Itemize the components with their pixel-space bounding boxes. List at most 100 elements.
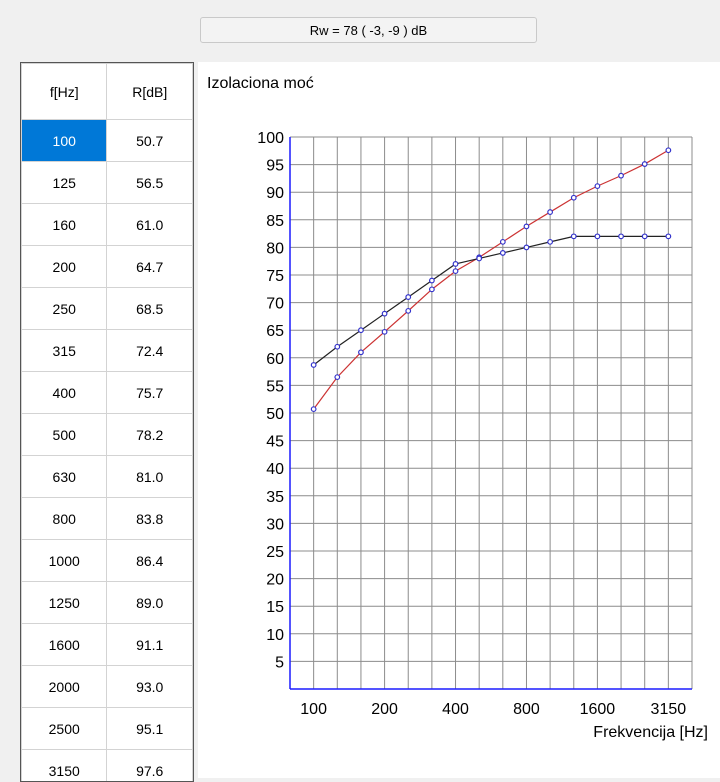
data-point bbox=[524, 224, 529, 229]
y-tick-label: 15 bbox=[266, 599, 284, 616]
data-point bbox=[311, 363, 316, 368]
rw-result-box: Rw = 78 ( -3, -9 ) dB bbox=[200, 17, 537, 43]
cell-frequency[interactable]: 800 bbox=[22, 498, 107, 540]
y-tick-label: 95 bbox=[266, 158, 284, 175]
cell-r-value[interactable]: 61.0 bbox=[107, 204, 193, 246]
data-point bbox=[619, 173, 624, 178]
y-tick-label: 25 bbox=[266, 544, 284, 561]
data-point bbox=[501, 251, 506, 256]
data-point bbox=[642, 162, 647, 167]
series-line-0 bbox=[314, 150, 669, 409]
cell-frequency[interactable]: 125 bbox=[22, 162, 107, 204]
y-tick-label: 45 bbox=[266, 434, 284, 451]
y-tick-label: 40 bbox=[266, 461, 284, 478]
data-point bbox=[595, 184, 600, 189]
x-axis-label: Frekvencija [Hz] bbox=[593, 724, 708, 741]
cell-frequency[interactable]: 315 bbox=[22, 330, 107, 372]
data-point bbox=[548, 210, 553, 215]
cell-r-value[interactable]: 83.8 bbox=[107, 498, 193, 540]
y-tick-label: 5 bbox=[275, 654, 284, 671]
cell-r-value[interactable]: 89.0 bbox=[107, 582, 193, 624]
data-point bbox=[335, 344, 340, 349]
data-point bbox=[501, 240, 506, 245]
cell-r-value[interactable]: 95.1 bbox=[107, 708, 193, 750]
cell-r-value[interactable]: 56.5 bbox=[107, 162, 193, 204]
x-tick-label: 100 bbox=[300, 701, 327, 718]
cell-frequency[interactable]: 250 bbox=[22, 288, 107, 330]
cell-r-value[interactable]: 75.7 bbox=[107, 372, 193, 414]
y-tick-label: 75 bbox=[266, 268, 284, 285]
data-point bbox=[430, 278, 435, 283]
cell-frequency[interactable]: 1250 bbox=[22, 582, 107, 624]
data-point bbox=[477, 256, 482, 261]
data-point bbox=[666, 234, 671, 239]
data-point bbox=[642, 234, 647, 239]
cell-frequency[interactable]: 630 bbox=[22, 456, 107, 498]
cell-frequency[interactable]: 160 bbox=[22, 204, 107, 246]
cell-r-value[interactable]: 50.7 bbox=[107, 120, 193, 162]
cell-frequency[interactable]: 400 bbox=[22, 372, 107, 414]
y-tick-label: 10 bbox=[266, 627, 284, 644]
y-tick-label: 50 bbox=[266, 406, 284, 423]
data-point bbox=[335, 375, 340, 380]
cell-frequency[interactable]: 2000 bbox=[22, 666, 107, 708]
cell-frequency[interactable]: 1000 bbox=[22, 540, 107, 582]
cell-frequency[interactable]: 3150 bbox=[22, 750, 107, 782]
x-tick-label: 800 bbox=[513, 701, 540, 718]
cell-r-value[interactable]: 78.2 bbox=[107, 414, 193, 456]
x-tick-label: 1600 bbox=[580, 701, 616, 718]
data-point bbox=[430, 287, 435, 292]
y-tick-label: 30 bbox=[266, 516, 284, 533]
x-tick-label: 400 bbox=[442, 701, 469, 718]
data-point bbox=[453, 269, 458, 274]
data-point bbox=[406, 295, 411, 300]
column-header-frequency: f[Hz] bbox=[22, 64, 107, 120]
cell-r-value[interactable]: 72.4 bbox=[107, 330, 193, 372]
cell-r-value[interactable]: 68.5 bbox=[107, 288, 193, 330]
data-point bbox=[524, 245, 529, 250]
cell-r-value[interactable]: 91.1 bbox=[107, 624, 193, 666]
y-tick-label: 60 bbox=[266, 351, 284, 368]
cell-r-value[interactable]: 97.6 bbox=[107, 750, 193, 782]
cell-frequency[interactable]: 200 bbox=[22, 246, 107, 288]
cell-frequency[interactable]: 500 bbox=[22, 414, 107, 456]
cell-frequency[interactable]: 1600 bbox=[22, 624, 107, 666]
data-point bbox=[382, 311, 387, 316]
y-tick-label: 90 bbox=[266, 185, 284, 202]
data-point bbox=[571, 234, 576, 239]
cell-frequency[interactable]: 2500 bbox=[22, 708, 107, 750]
cell-r-value[interactable]: 86.4 bbox=[107, 540, 193, 582]
data-point bbox=[666, 148, 671, 153]
cell-r-value[interactable]: 81.0 bbox=[107, 456, 193, 498]
x-tick-label: 200 bbox=[371, 701, 398, 718]
column-header-r: R[dB] bbox=[107, 64, 193, 120]
cell-r-value[interactable]: 93.0 bbox=[107, 666, 193, 708]
cell-frequency[interactable]: 100 bbox=[22, 120, 107, 162]
series-line-1 bbox=[314, 236, 669, 365]
cell-r-value[interactable]: 64.7 bbox=[107, 246, 193, 288]
x-tick-label: 3150 bbox=[651, 701, 687, 718]
y-tick-label: 65 bbox=[266, 323, 284, 340]
y-tick-label: 85 bbox=[266, 213, 284, 230]
data-point bbox=[382, 330, 387, 335]
data-point bbox=[619, 234, 624, 239]
y-tick-label: 20 bbox=[266, 572, 284, 589]
data-point bbox=[359, 350, 364, 355]
